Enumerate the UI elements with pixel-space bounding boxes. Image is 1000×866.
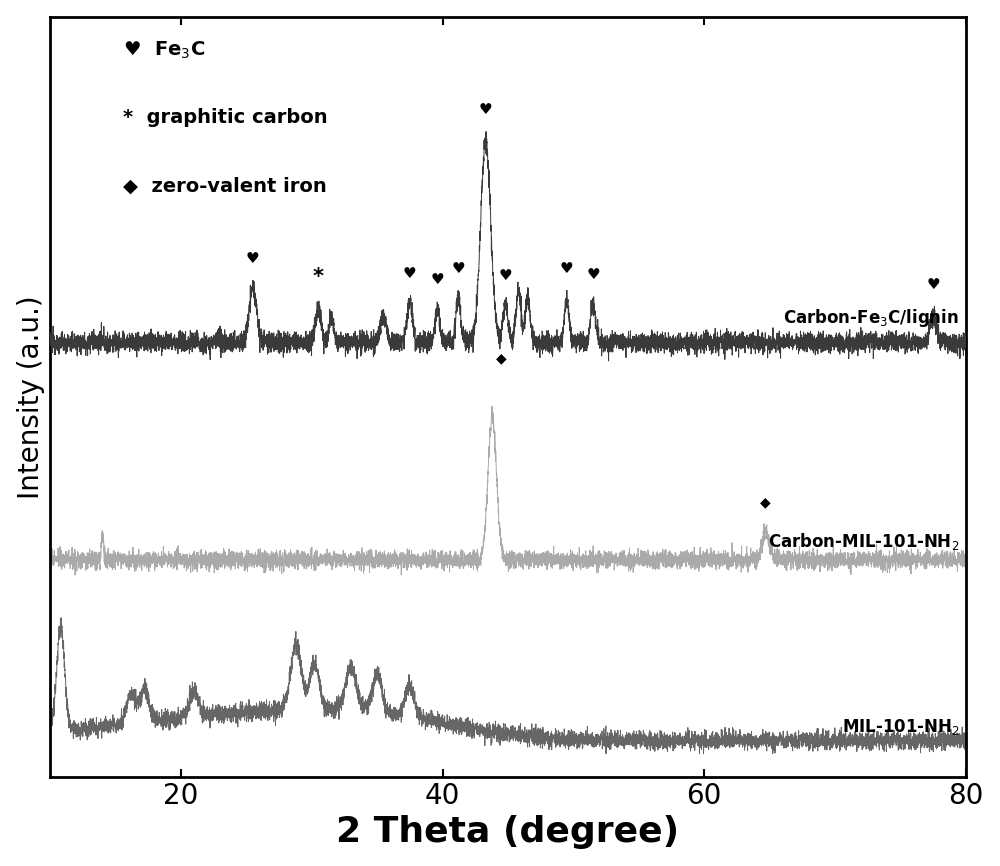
- Text: ♥: ♥: [403, 266, 417, 281]
- Text: *  graphitic carbon: * graphitic carbon: [123, 108, 328, 127]
- Text: ◆: ◆: [496, 352, 507, 365]
- Text: ♥: ♥: [246, 251, 260, 266]
- Text: ◆: ◆: [760, 495, 771, 509]
- Text: ♥  Fe$_3$C: ♥ Fe$_3$C: [123, 40, 206, 61]
- Text: Carbon-MIL-101-NH$_2$: Carbon-MIL-101-NH$_2$: [768, 532, 959, 553]
- Text: ♥: ♥: [560, 261, 574, 275]
- Text: *: *: [313, 267, 324, 287]
- Y-axis label: Intensity (a.u.): Intensity (a.u.): [17, 295, 45, 499]
- Text: ♥: ♥: [586, 268, 600, 282]
- Text: ♥: ♥: [499, 268, 512, 283]
- X-axis label: 2 Theta (degree): 2 Theta (degree): [336, 815, 679, 850]
- Text: ♥: ♥: [926, 277, 940, 292]
- Text: ♥: ♥: [431, 273, 444, 288]
- Text: ♥: ♥: [479, 102, 493, 117]
- Text: Carbon-Fe$_3$C/lignin: Carbon-Fe$_3$C/lignin: [783, 307, 959, 329]
- Text: ♥: ♥: [451, 262, 465, 276]
- Text: ◆  zero-valent iron: ◆ zero-valent iron: [123, 177, 327, 196]
- Text: MIL-101-NH$_2$: MIL-101-NH$_2$: [842, 717, 959, 737]
